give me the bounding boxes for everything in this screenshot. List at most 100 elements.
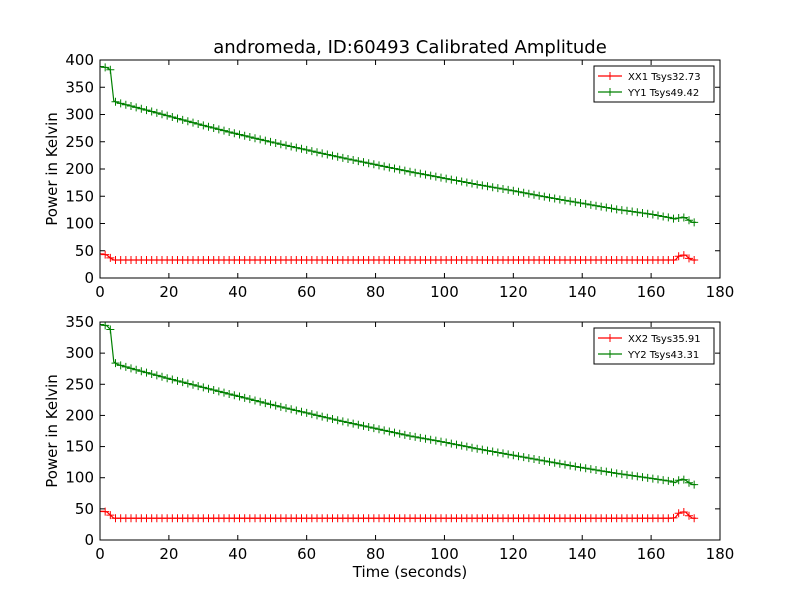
- series-marker: [307, 410, 316, 419]
- series-marker: [571, 462, 580, 471]
- y-tick-label: 200: [65, 160, 94, 178]
- top-legend-box: [593, 65, 715, 103]
- series-marker: [101, 322, 110, 330]
- series-marker: [158, 110, 166, 119]
- series-marker: [380, 426, 389, 435]
- series-marker: [581, 464, 590, 473]
- series-marker: [411, 432, 420, 441]
- series-marker: [555, 459, 564, 468]
- series-marker: [349, 419, 358, 428]
- series-marker: [245, 395, 254, 404]
- series-marker: [333, 152, 342, 161]
- series-marker: [685, 511, 693, 520]
- series-marker: [685, 478, 693, 487]
- series-marker: [416, 433, 425, 442]
- series-marker: [100, 322, 104, 329]
- series-marker: [638, 473, 647, 482]
- series-marker: [390, 164, 399, 173]
- series-marker: [400, 166, 409, 175]
- series-marker: [168, 375, 177, 384]
- series-marker: [344, 154, 352, 163]
- series-marker: [493, 448, 502, 457]
- series-marker: [447, 439, 456, 448]
- legend-label: YY1 Tsys49.42: [627, 88, 699, 99]
- series-marker: [545, 193, 554, 202]
- x-tick-label: 120: [499, 283, 528, 301]
- series-marker: [643, 473, 652, 482]
- series-marker: [586, 465, 595, 474]
- series-marker: [664, 213, 673, 222]
- series-marker: [617, 470, 626, 479]
- y-tick-label: 200: [65, 406, 94, 424]
- series-marker: [116, 99, 125, 108]
- series-marker: [230, 391, 239, 400]
- series-marker: [555, 195, 564, 204]
- series-marker: [323, 413, 332, 422]
- series-marker: [462, 178, 471, 187]
- series-marker: [623, 470, 631, 479]
- x-tick-label: 140: [568, 545, 597, 563]
- series-marker: [514, 452, 523, 461]
- x-tick-label: 120: [499, 545, 528, 563]
- series-marker: [452, 440, 461, 449]
- series-marker: [235, 130, 244, 139]
- series-marker: [147, 107, 156, 116]
- y-tick-label: 50: [75, 500, 94, 518]
- series-marker: [261, 399, 270, 408]
- series-marker: [561, 460, 569, 469]
- series-marker: [204, 122, 213, 131]
- series-marker: [271, 139, 280, 148]
- series-marker: [127, 364, 135, 373]
- y-tick-label: 0: [84, 531, 94, 549]
- series-marker: [282, 404, 290, 413]
- series-marker: [328, 151, 337, 160]
- series-marker: [214, 387, 223, 396]
- series-marker: [194, 120, 203, 129]
- series-marker: [638, 209, 647, 218]
- series-marker: [442, 174, 451, 183]
- top-axes-frame: [99, 59, 721, 279]
- series-marker: [576, 463, 585, 472]
- legend-label: XX2 Tsys35.91: [628, 334, 701, 345]
- series-marker: [561, 196, 569, 205]
- series-marker: [240, 131, 249, 140]
- series-marker: [158, 372, 166, 381]
- series-marker: [121, 362, 130, 371]
- series-marker: [395, 165, 404, 174]
- y-tick-label: 400: [65, 51, 94, 69]
- series-marker: [674, 476, 683, 485]
- series-marker: [261, 136, 270, 145]
- series-marker: [416, 169, 425, 178]
- series-marker: [189, 118, 197, 127]
- series-marker: [183, 379, 192, 388]
- series-marker: [530, 455, 538, 464]
- series-marker: [313, 411, 321, 420]
- series-marker: [318, 412, 327, 421]
- series-marker: [679, 507, 688, 516]
- x-tick-label: 20: [159, 545, 178, 563]
- series-marker: [266, 137, 275, 146]
- chart-title: andromeda, ID:60493 Calibrated Amplitude: [213, 37, 607, 58]
- series-marker: [302, 408, 311, 417]
- series-marker: [612, 469, 621, 478]
- series-marker: [276, 402, 285, 411]
- series-marker: [137, 104, 146, 113]
- series-marker: [271, 401, 280, 410]
- series-marker: [214, 125, 223, 134]
- series-marker: [602, 203, 611, 212]
- series-marker: [571, 198, 580, 207]
- series-marker: [323, 150, 332, 159]
- series-marker: [297, 407, 306, 416]
- series-marker: [163, 111, 172, 120]
- series-marker: [669, 214, 678, 223]
- top-y-axis-label: Power in Kelvin: [43, 112, 61, 226]
- series-marker: [674, 214, 683, 223]
- series-marker: [690, 218, 699, 227]
- x-tick-label: 60: [297, 283, 316, 301]
- series-marker: [349, 156, 358, 165]
- series-marker: [431, 172, 440, 181]
- series-marker: [669, 513, 678, 522]
- series-marker: [535, 191, 544, 200]
- series-marker: [617, 206, 626, 215]
- series-marker: [607, 468, 616, 477]
